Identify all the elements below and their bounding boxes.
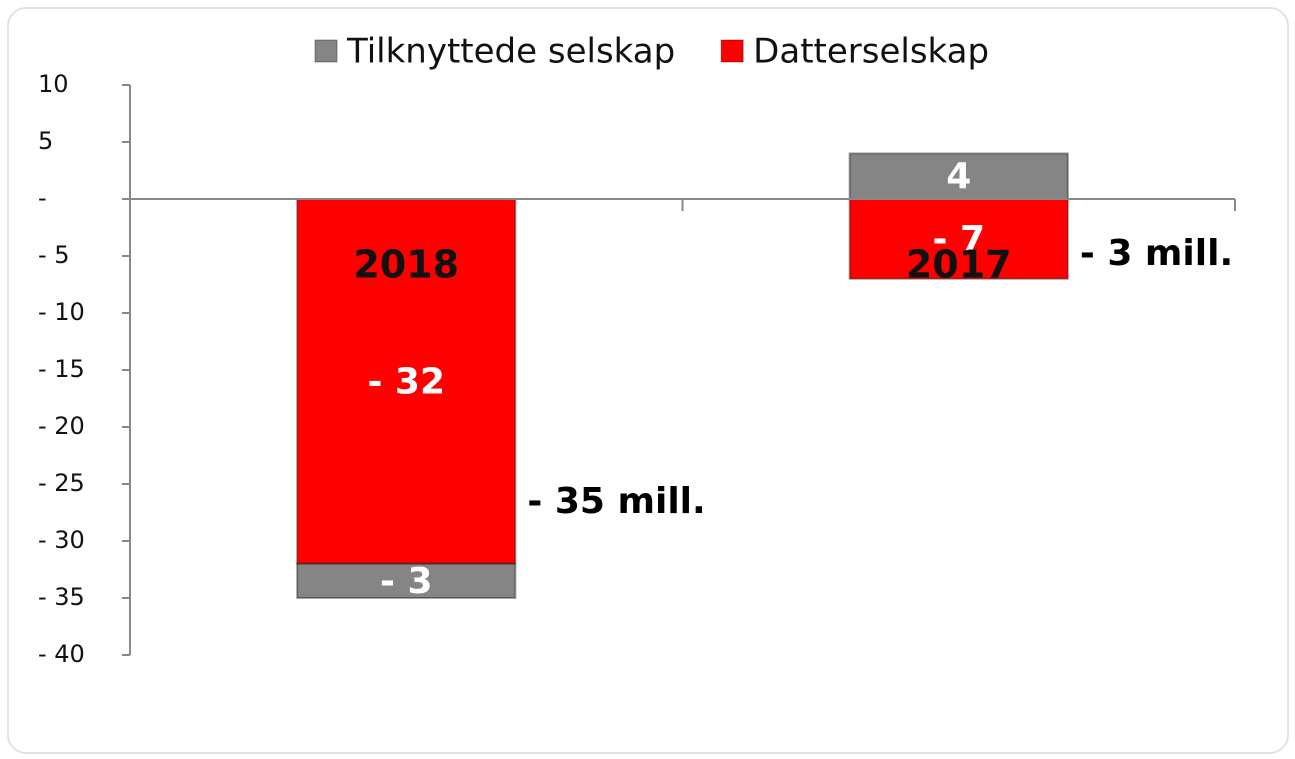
category-label: 2018 [353,243,459,287]
y-tick-label: - 10 [38,298,85,326]
y-tick-label: - [38,184,47,212]
y-tick-label: - 25 [38,469,85,497]
value-label: - 32 [367,361,445,402]
y-tick-label: - 40 [38,640,85,668]
annotation: - 35 mill. [527,481,705,522]
y-tick-label: - 30 [38,526,85,554]
y-tick-label: - 15 [38,355,85,383]
legend-swatch [720,39,744,63]
value-label: - 7 [932,219,985,260]
category-label: 2017 [906,243,1012,287]
legend-swatch [314,39,338,63]
y-tick-label: - 5 [38,241,70,269]
bar [296,198,517,565]
y-tick-label: - 35 [38,583,85,611]
annotation: - 3 mill. [1080,233,1233,274]
value-label: - 3 [380,561,433,602]
legend-label: Tilknyttede selskap [346,32,675,72]
bar [848,152,1069,200]
y-tick-label: - 20 [38,412,85,440]
legend-label: Datterselskap [753,32,989,72]
bar [296,562,517,599]
y-tick-label: 5 [38,127,53,155]
value-label: 4 [946,156,971,197]
y-tick-label: 10 [38,70,69,98]
chart-frame [7,7,1289,754]
